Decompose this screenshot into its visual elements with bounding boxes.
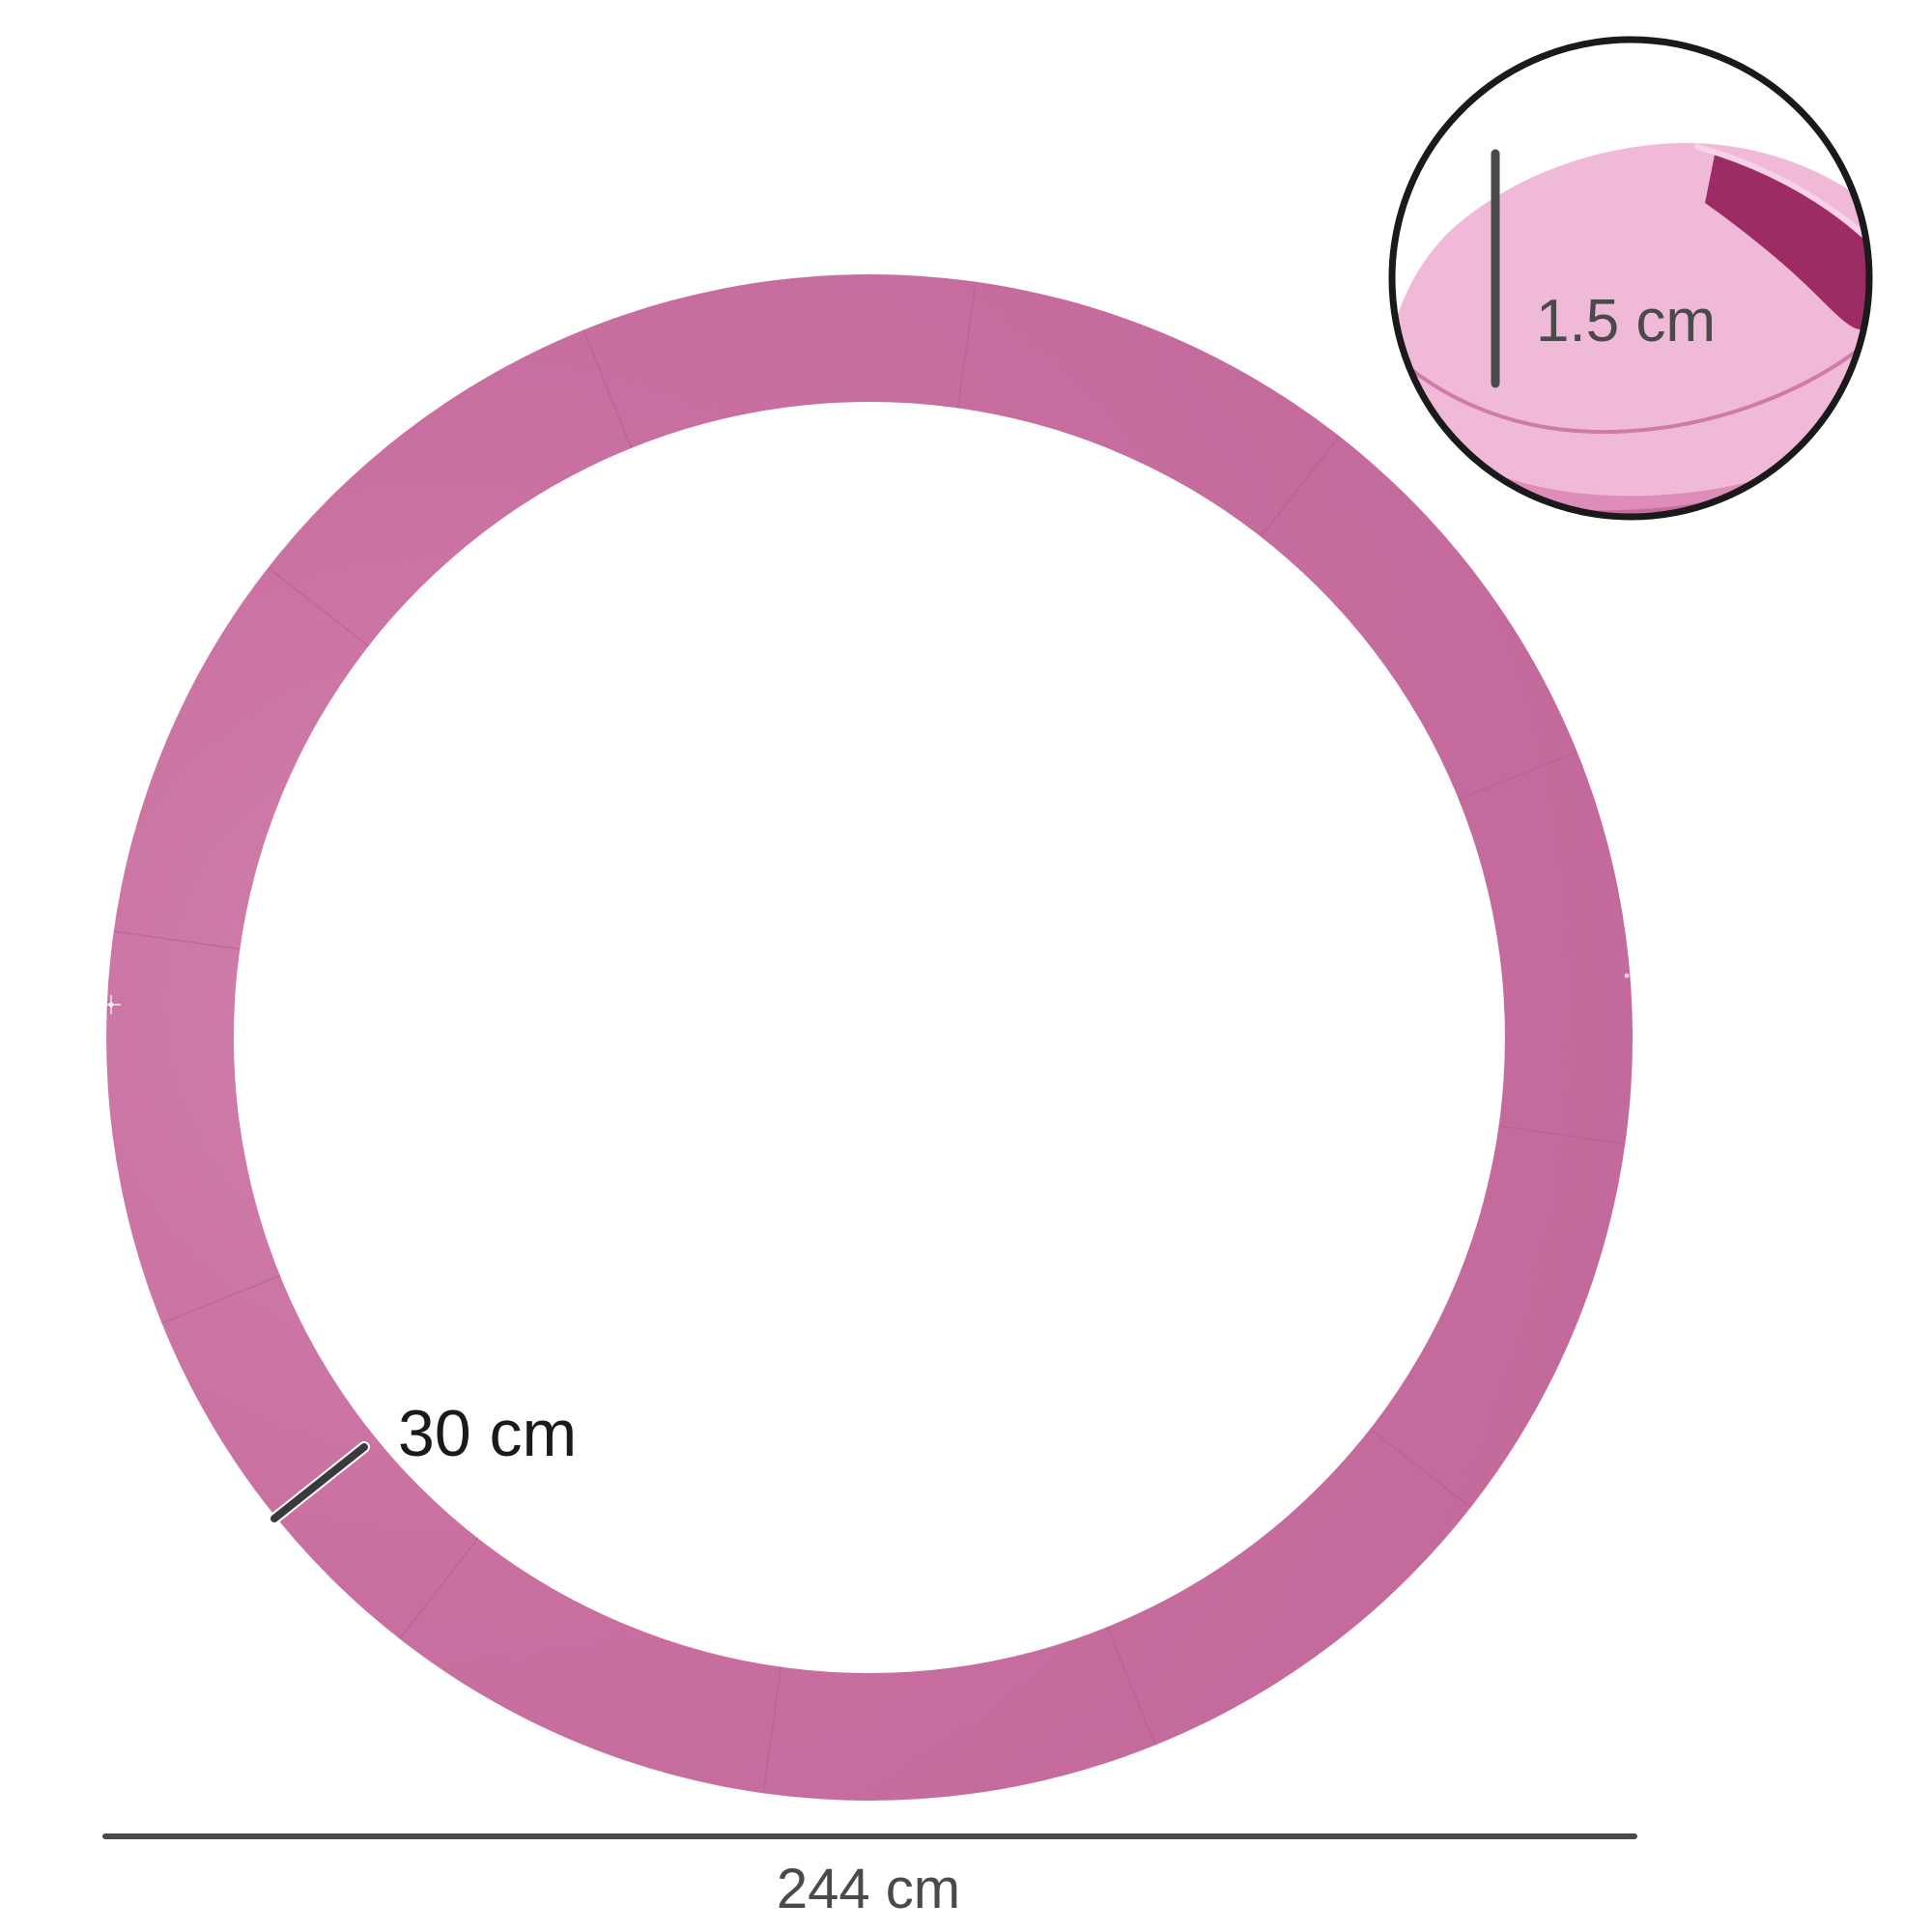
svg-text:244 cm: 244 cm xyxy=(777,1858,960,1920)
svg-text:30 cm: 30 cm xyxy=(398,1397,577,1470)
svg-text:1.5 cm: 1.5 cm xyxy=(1536,288,1716,355)
